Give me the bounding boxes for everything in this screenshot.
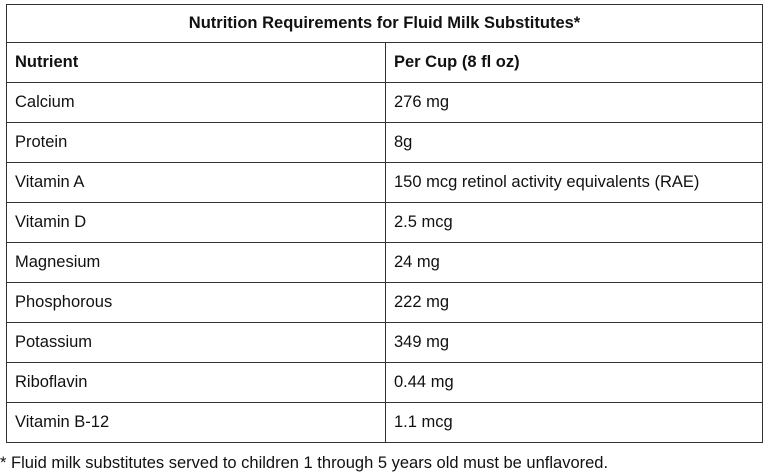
header-cell: Per Cup (8 fl oz) — [385, 42, 763, 83]
table-row: Riboflavin 0.44 mg — [6, 362, 763, 403]
amount-cell: 0.44 mg — [385, 362, 763, 403]
amount-cell: 222 mg — [385, 282, 763, 323]
amount-cell: 2.5 mcg — [385, 202, 763, 243]
nutrient-cell: Phosphorous — [6, 282, 386, 323]
title-row: Nutrition Requirements for Fluid Milk Su… — [6, 4, 763, 43]
nutrient-cell: Magnesium — [6, 242, 386, 283]
nutrition-table: Nutrition Requirements for Fluid Milk Su… — [6, 4, 763, 443]
table-row: Calcium 276 mg — [6, 82, 763, 123]
table-row: Vitamin A 150 mcg retinol activity equiva… — [6, 162, 763, 203]
header-cell: Nutrient — [6, 42, 386, 83]
amount-cell: 150 mcg retinol activity equivalents (RA… — [385, 162, 763, 203]
table-row: Protein 8g — [6, 122, 763, 163]
nutrient-cell: Riboflavin — [6, 362, 386, 403]
table-row: Vitamin B-12 1.1 mcg — [6, 402, 763, 443]
header-row: Nutrient Per Cup (8 fl oz) — [6, 42, 763, 83]
table-row: Potassium 349 mg — [6, 322, 763, 363]
nutrient-cell: Vitamin B-12 — [6, 402, 386, 443]
amount-cell: 276 mg — [385, 82, 763, 123]
table-title: Nutrition Requirements for Fluid Milk Su… — [6, 4, 763, 43]
nutrient-cell: Protein — [6, 122, 386, 163]
footnote: * Fluid milk substitutes served to child… — [0, 454, 609, 472]
table-body: Calcium 276 mg Protein 8g Vitamin A 150 mcg r… — [6, 82, 763, 443]
nutrient-cell: Calcium — [6, 82, 386, 123]
nutrient-cell: Vitamin A — [6, 162, 386, 203]
nutrient-cell: Vitamin D — [6, 202, 386, 243]
table-row: Vitamin D 2.5 mcg — [6, 202, 763, 243]
table-head: Nutrition Requirements for Fluid Milk Su… — [6, 4, 763, 83]
table-row: Phosphorous 222 mg — [6, 282, 763, 323]
nutrient-cell: Potassium — [6, 322, 386, 363]
table-row: Magnesium 24 mg — [6, 242, 763, 283]
amount-cell: 24 mg — [385, 242, 763, 283]
amount-cell: 349 mg — [385, 322, 763, 363]
amount-cell: 1.1 mcg — [385, 402, 763, 443]
amount-cell: 8g — [385, 122, 763, 163]
